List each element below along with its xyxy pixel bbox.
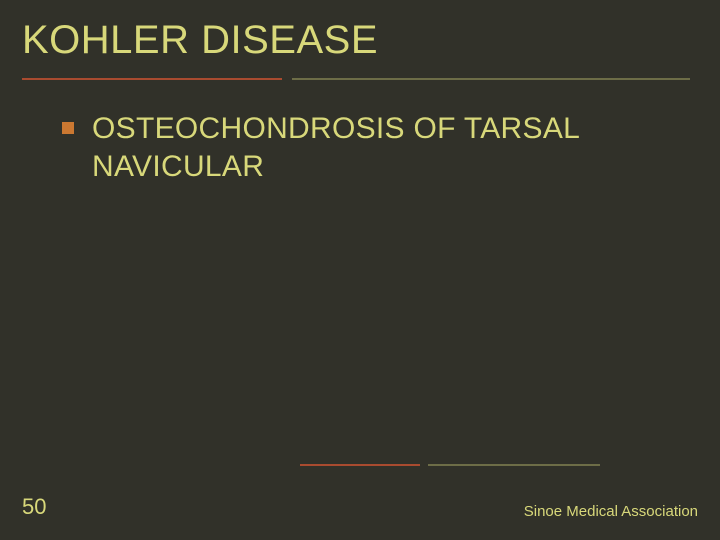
- divider-top: [22, 78, 690, 80]
- divider-top-khaki: [292, 78, 690, 80]
- page-number: 50: [22, 494, 46, 520]
- divider-bottom-main: [300, 464, 420, 466]
- divider-top-line: [22, 78, 690, 80]
- divider-bottom-line: [300, 464, 600, 466]
- slide-title: KOHLER DISEASE: [22, 18, 378, 63]
- slide: KOHLER DISEASE OSTEOCHONDROSIS OF TARSAL…: [0, 0, 720, 540]
- divider-bottom: [300, 464, 600, 466]
- bullet-text: OSTEOCHONDROSIS OF TARSAL NAVICULAR: [92, 110, 652, 185]
- divider-bottom-khaki: [428, 464, 600, 466]
- bullet-row: OSTEOCHONDROSIS OF TARSAL NAVICULAR: [62, 110, 652, 185]
- square-bullet-icon: [62, 122, 74, 134]
- divider-top-main: [22, 78, 282, 80]
- footer-text: Sinoe Medical Association: [524, 503, 698, 520]
